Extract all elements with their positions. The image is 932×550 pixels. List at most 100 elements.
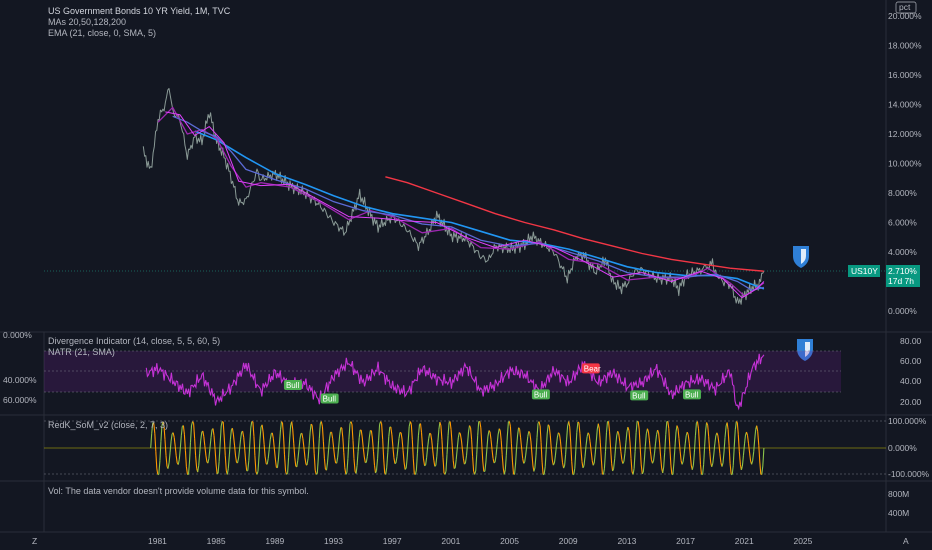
som-segment <box>279 421 283 430</box>
som-segment <box>733 429 736 448</box>
price-value-tag <box>886 265 920 287</box>
price-tick-label: 20.000% <box>888 11 922 21</box>
som-segment <box>327 438 331 451</box>
som-segment <box>218 442 221 462</box>
som-segment <box>526 436 529 446</box>
som-segment <box>322 441 325 459</box>
som-segment <box>453 467 456 470</box>
timezone-toggle[interactable]: Z <box>32 536 37 546</box>
som-segment <box>203 436 206 446</box>
som-segment <box>213 435 216 450</box>
som-segment <box>303 447 306 458</box>
som-segment <box>266 458 269 465</box>
som-segment <box>406 441 409 458</box>
som-segment <box>286 472 289 475</box>
symbol-price-tag <box>848 265 880 277</box>
som-segment <box>712 454 715 464</box>
som-segment <box>458 432 461 434</box>
som-segment <box>172 432 175 438</box>
som-segment <box>348 423 351 440</box>
som-segment <box>594 440 597 455</box>
som-segment <box>226 468 229 475</box>
som-segment <box>614 445 617 459</box>
som-segment <box>419 423 423 433</box>
som-segment <box>603 451 607 469</box>
som-segment <box>460 440 463 450</box>
som-segment <box>732 447 735 466</box>
som-segment <box>704 430 707 447</box>
som-segment <box>674 431 677 447</box>
som-segment <box>565 439 568 455</box>
som-segment <box>393 457 396 464</box>
som-segment <box>528 430 531 434</box>
bull-label: Bull <box>286 381 300 390</box>
scale-mode-label: pct <box>899 2 911 12</box>
som-segment <box>313 453 316 471</box>
som-segment <box>485 448 488 463</box>
som-segment <box>381 423 384 440</box>
som-segment <box>158 460 161 475</box>
som-segment <box>247 460 250 471</box>
som-segment <box>391 434 394 447</box>
som-segment <box>752 451 755 462</box>
som-segment <box>343 452 346 468</box>
som-segment <box>187 461 191 475</box>
ma-indicator-label[interactable]: MAs 20,50,128,200 <box>48 17 126 27</box>
som-segment <box>503 469 506 475</box>
som-segment <box>236 457 240 464</box>
som-indicator-label[interactable]: RedK_SoM_v2 (close, 2, 7, 3) <box>48 420 168 430</box>
som-segment <box>262 431 265 445</box>
divergence-indicator-label[interactable]: Divergence Indicator (14, close, 5, 5, 6… <box>48 336 220 346</box>
som-segment <box>217 461 220 474</box>
ema-indicator-label[interactable]: EMA (21, close, 0, SMA, 5) <box>48 28 156 38</box>
som-segment <box>351 424 354 441</box>
som-segment <box>714 435 717 445</box>
som-segment <box>495 444 498 456</box>
som-segment <box>573 468 576 475</box>
som-segment <box>605 421 609 433</box>
som-segment <box>575 432 578 451</box>
som-segment <box>178 448 181 460</box>
shield-icon-inner <box>801 249 806 264</box>
som-segment <box>405 457 408 469</box>
som-segment <box>487 430 490 437</box>
som-segment <box>175 455 178 464</box>
som-segment <box>252 421 255 437</box>
bull-label: Bull <box>323 395 337 404</box>
som-segment <box>477 421 480 436</box>
som-segment <box>249 427 252 445</box>
natr-indicator-label[interactable]: NATR (21, SMA) <box>48 347 115 357</box>
scale-mode-badge[interactable] <box>895 1 917 14</box>
time-axis: 1981 1985 1989 1993 1997 2001 2005 2009 2013 2017… <box>148 536 813 546</box>
som-segment <box>347 439 350 459</box>
som-segment <box>539 425 542 443</box>
som-segment <box>321 426 324 442</box>
main-series <box>142 88 765 305</box>
som-segment <box>257 455 260 472</box>
som-segment <box>234 455 238 463</box>
som-segment <box>555 437 558 446</box>
auto-scale-toggle[interactable]: A <box>903 536 909 546</box>
som-segment <box>643 446 646 462</box>
som-segment <box>691 464 694 470</box>
som-segment <box>288 438 291 458</box>
som-segment <box>214 449 217 465</box>
som-segment <box>445 454 448 472</box>
som-segment <box>318 423 321 439</box>
som-segment <box>494 455 497 462</box>
som-segment <box>331 432 334 439</box>
bear-label: Bear <box>584 364 601 373</box>
som-segment <box>670 465 673 475</box>
som-segment <box>476 435 479 455</box>
som-segment <box>159 441 162 461</box>
som-segment <box>722 451 725 463</box>
som-segment <box>530 440 533 454</box>
som-segment <box>646 428 649 432</box>
som-segment <box>622 461 625 464</box>
som-segment <box>287 457 290 473</box>
som-segment <box>307 445 310 459</box>
som-segment <box>648 440 651 452</box>
som-segment <box>731 465 734 475</box>
som-segment <box>677 428 680 439</box>
